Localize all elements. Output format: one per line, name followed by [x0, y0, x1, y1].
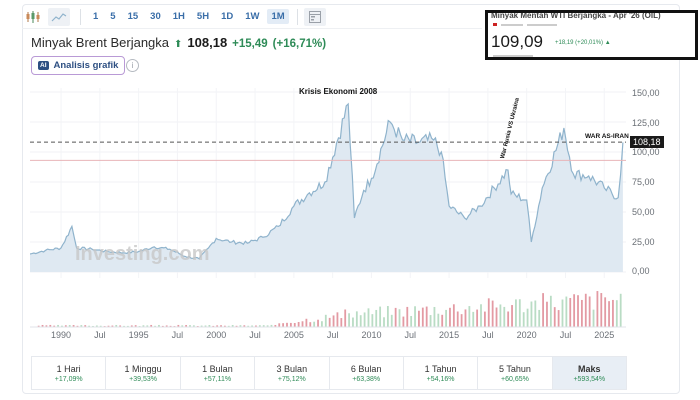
price-chart[interactable]: Investing.com: [30, 88, 626, 278]
performance-value: +54,16%: [426, 375, 455, 383]
performance-label: 3 Bulan: [276, 363, 308, 374]
performance-tab-maks[interactable]: Maks +593,54%: [552, 357, 626, 389]
performance-label: 1 Tahun: [424, 363, 457, 374]
performance-tab-1-minggu[interactable]: 1 Minggu +39,53%: [106, 357, 181, 389]
y-tick: 125,00: [632, 118, 660, 128]
x-tick: 1995: [128, 330, 149, 340]
interval-30[interactable]: 30: [150, 11, 161, 22]
x-tick: 2025: [594, 330, 615, 340]
x-tick: Jul: [326, 330, 339, 340]
interval-1h[interactable]: 1H: [172, 11, 185, 22]
price-line: [30, 102, 624, 260]
wti-overlay-box: Minyak Mentah WTI Berjangka - Apr '26 (O…: [485, 10, 698, 60]
x-tick: Jul: [94, 330, 106, 340]
x-tick: Jul: [249, 330, 261, 340]
interval-5h[interactable]: 5H: [196, 11, 210, 22]
performance-tabs: 1 Hari +17,09% 1 Minggu +39,53% 1 Bulan +57,1…: [31, 356, 627, 390]
toolbar-divider: [296, 8, 298, 25]
wti-subtitle-bar: [501, 23, 523, 26]
y-tick: 50,00: [632, 207, 655, 217]
performance-tab-6-bulan[interactable]: 6 Bulan +63,38%: [330, 357, 404, 389]
x-tick: 2015: [439, 330, 460, 340]
analisis-grafik-label: Analisis grafik: [53, 60, 119, 71]
x-axis: 1990 Jul 1995 Jul 2000 Jul 2005 Jul 2010 Jul 2015 J…: [30, 330, 626, 344]
interval-1m[interactable]: 1M: [267, 9, 289, 24]
y-tick: 100,00: [632, 147, 660, 157]
y-tick: 25,00: [632, 237, 655, 247]
wti-title: Minyak Mentah WTI Berjangka - Apr '26 (O…: [491, 11, 661, 20]
x-tick: 2005: [283, 330, 304, 340]
x-tick: Jul: [404, 330, 417, 340]
x-tick: Jul: [171, 330, 184, 340]
x-tick: Jul: [559, 330, 572, 340]
instrument-name: Minyak Brent Berjangka: [31, 35, 170, 50]
x-tick: 2020: [516, 330, 537, 340]
wti-subtitle: [493, 23, 557, 26]
wti-change: +18,19 (+20,01%) ▲: [555, 40, 611, 46]
instrument-header: Minyak Brent Berjangka ⬆ 108,18 +15,49 (…: [31, 35, 326, 50]
toolbar-divider: [80, 8, 81, 25]
performance-value: +75,12%: [277, 375, 306, 383]
y-tick: 150,00: [632, 88, 660, 98]
chart-toolbar: 1 5 15 30 1H 5H 1D 1W 1M: [22, 5, 482, 29]
investing-watermark: Investing.com: [75, 243, 209, 265]
performance-label: 1 Minggu: [124, 363, 162, 374]
performance-tab-5-tahun[interactable]: 5 Tahun +60,65%: [478, 357, 553, 389]
interval-1[interactable]: 1: [93, 11, 99, 22]
analisis-grafik-button[interactable]: AI Analisis grafik: [31, 56, 126, 75]
y-axis: 150,00 125,00 100,00 75,00 50,00 25,00 0…: [632, 88, 682, 288]
y-tick: 75,00: [632, 177, 655, 187]
performance-value: +63,38%: [352, 375, 381, 383]
x-tick: 1990: [51, 330, 72, 340]
instrument-price: 108,18: [187, 35, 228, 50]
performance-tab-1-tahun[interactable]: 1 Tahun +54,16%: [404, 357, 479, 389]
interval-1w[interactable]: 1W: [245, 11, 260, 22]
annotation-war-as-iran: WAR AS-IRAN: [585, 133, 629, 140]
wti-price: 109,09: [491, 32, 543, 51]
annotation-krisis-2008: Krisis Ekonomi 2008: [299, 87, 378, 96]
performance-label: 6 Bulan: [350, 363, 382, 374]
volume-chart: [30, 291, 626, 328]
price-area-fill: [30, 104, 623, 272]
instrument-change: +15,49: [232, 38, 268, 50]
ai-icon: AI: [38, 61, 49, 70]
instrument-change-pct: (+16,71%): [272, 38, 327, 50]
performance-tab-1-bulan[interactable]: 1 Bulan +57,11%: [181, 357, 256, 389]
x-tick: Jul: [482, 330, 494, 340]
wti-subtitle-bar: [527, 23, 557, 26]
current-price-tag: 108,18: [630, 136, 664, 148]
interval-5[interactable]: 5: [110, 11, 116, 22]
performance-tab-1-hari[interactable]: 1 Hari +17,09%: [32, 357, 107, 389]
performance-label: 5 Tahun: [499, 363, 531, 374]
performance-value: +17,09%: [54, 375, 83, 383]
performance-label: 1 Bulan: [202, 363, 233, 374]
x-tick: 2010: [361, 330, 382, 340]
performance-value: +57,11%: [203, 375, 232, 383]
interval-1d[interactable]: 1D: [221, 11, 234, 22]
candlestick-chart-icon[interactable]: [22, 8, 44, 26]
area-chart-icon[interactable]: [48, 7, 70, 26]
performance-label: Maks: [578, 363, 601, 374]
layout-icon[interactable]: [303, 7, 326, 26]
flag-icon: [493, 23, 497, 26]
performance-tab-3-bulan[interactable]: 3 Bulan +75,12%: [255, 357, 330, 389]
interval-15[interactable]: 15: [127, 11, 139, 22]
up-arrow-icon: ⬆: [174, 39, 183, 50]
y-tick: 0,00: [632, 266, 650, 276]
wti-footer: [493, 53, 533, 57]
performance-label: 1 Hari: [56, 363, 81, 374]
info-icon[interactable]: i: [126, 59, 139, 72]
x-tick: 2000: [206, 330, 227, 340]
performance-value: +60,65%: [501, 375, 529, 383]
performance-value: +39,53%: [129, 375, 157, 383]
performance-value: +593,54%: [573, 375, 606, 383]
